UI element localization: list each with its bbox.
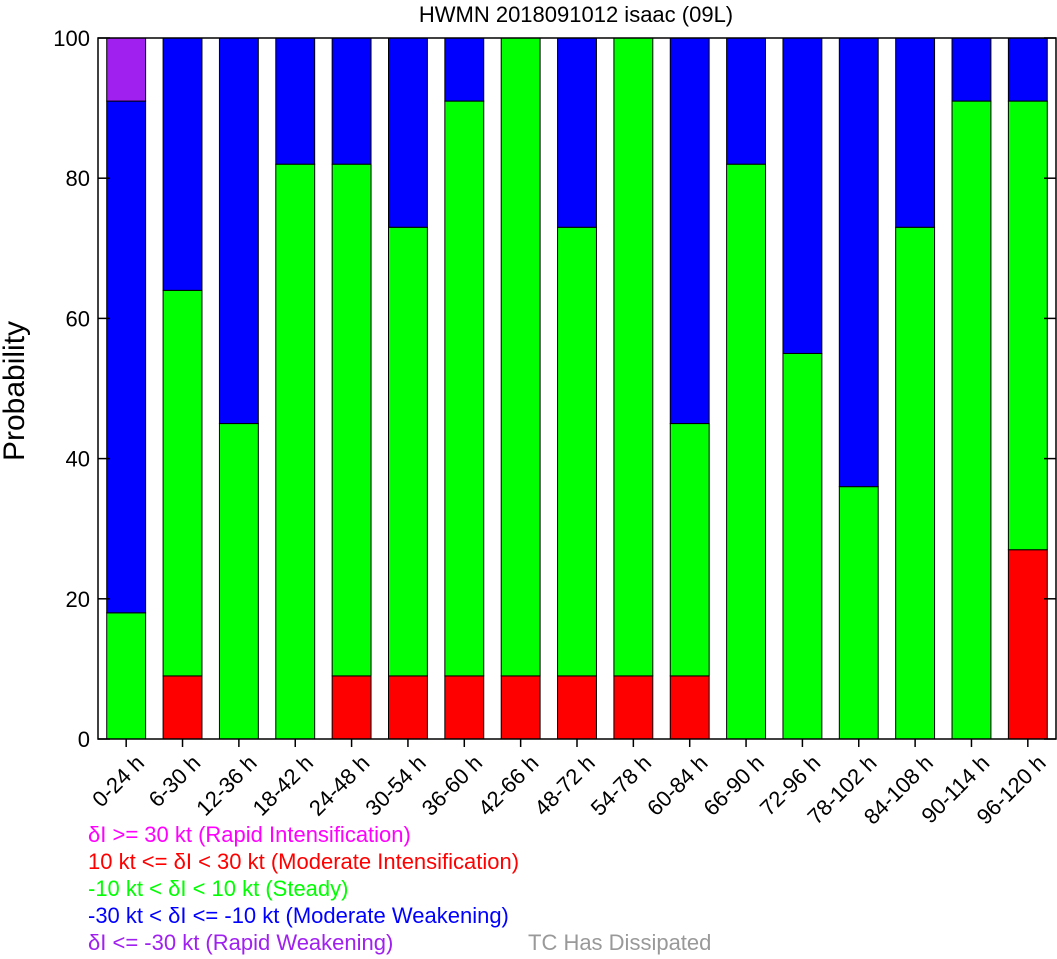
- bar-segment-mi: [613, 675, 654, 740]
- x-tick-label: 0-24 h: [87, 750, 149, 812]
- bar-segment-mw: [557, 37, 597, 228]
- bar-segment-steady: [275, 163, 316, 740]
- bar-segment-mi: [557, 675, 597, 740]
- bar-segment-mw: [782, 37, 823, 354]
- bar-segment-mw: [331, 37, 372, 165]
- bar-segment-mi: [444, 675, 485, 740]
- bar-segment-mw: [388, 37, 428, 228]
- x-tick-label: 48-72 h: [529, 750, 599, 820]
- bar-segment-steady: [895, 226, 936, 740]
- y-axis: 0 20 40 60 80 100: [53, 26, 1056, 752]
- legend-entry-dissipated: TC Has Dissipated: [528, 930, 711, 955]
- y-tick-label: 80: [66, 166, 90, 191]
- x-tick-label: 24-48 h: [304, 750, 374, 820]
- bars-group: [106, 37, 1048, 740]
- bar-segment-mi: [331, 675, 372, 740]
- legend-entry-rapid-intensification: δI >= 30 kt (Rapid Intensification): [88, 822, 411, 847]
- x-axis: 0-24 h6-30 h12-36 h18-42 h24-48 h30-54 h…: [87, 739, 1051, 829]
- bar-segment-steady: [557, 226, 597, 677]
- bar-segment-steady: [162, 289, 203, 677]
- bar-segment-steady: [951, 100, 992, 740]
- bar-segment-steady: [782, 352, 823, 740]
- bar-segment-mi: [669, 675, 710, 740]
- bar-segment-mw: [106, 100, 147, 614]
- y-tick-label: 40: [66, 447, 90, 472]
- bar-segment-steady: [444, 100, 485, 677]
- bar-segment-steady: [669, 423, 710, 677]
- bar-segment-mw: [162, 37, 203, 291]
- bar-segment-steady: [613, 37, 654, 677]
- legend-entry-moderate-intensification: 10 kt <= δI < 30 kt (Moderate Intensific…: [88, 849, 519, 874]
- bar-segment-mw: [726, 37, 766, 165]
- x-tick-label: 30-54 h: [360, 750, 430, 820]
- legend-entry-rapid-weakening: δI <= -30 kt (Rapid Weakening): [88, 930, 393, 955]
- legend-entry-steady: -10 kt < δI < 10 kt (Steady): [88, 876, 348, 901]
- bar-segment-steady: [331, 163, 372, 677]
- x-tick-label: 66-90 h: [698, 750, 768, 820]
- bar-segment-steady: [106, 612, 147, 740]
- y-tick-label: 0: [78, 727, 90, 752]
- y-tick-label: 100: [53, 26, 90, 51]
- bar-segment-steady: [1007, 100, 1048, 551]
- bar-segment-rw: [106, 37, 147, 102]
- y-tick-label: 20: [66, 587, 90, 612]
- x-tick-label: 54-78 h: [586, 750, 656, 820]
- y-axis-label: Probability: [0, 321, 31, 461]
- bar-segment-steady: [838, 486, 879, 740]
- bar-segment-mw: [444, 37, 485, 102]
- x-tick-label: 12-36 h: [191, 750, 261, 820]
- bar-segment-steady: [726, 163, 766, 740]
- legend-entry-moderate-weakening: -30 kt < δI <= -10 kt (Moderate Weakenin…: [88, 903, 509, 928]
- bar-segment-mw: [218, 37, 259, 425]
- bar-segment-mi: [162, 675, 203, 740]
- legend: δI >= 30 kt (Rapid Intensification) 10 k…: [88, 822, 711, 955]
- x-tick-label: 36-60 h: [417, 750, 487, 820]
- bar-segment-mi: [500, 675, 541, 740]
- bar-segment-mw: [1007, 37, 1048, 102]
- chart-title: HWMN 2018091012 isaac (09L): [419, 2, 733, 27]
- bar-segment-steady: [388, 226, 428, 677]
- bar-segment-mw: [951, 37, 992, 102]
- bar-segment-mw: [669, 37, 710, 425]
- bar-segment-mi: [1007, 549, 1048, 740]
- bar-segment-steady: [218, 423, 259, 740]
- bar-segment-mi: [388, 675, 428, 740]
- bar-segment-mw: [895, 37, 936, 228]
- x-tick-label: 18-42 h: [248, 750, 318, 820]
- x-tick-label: 42-66 h: [473, 750, 543, 820]
- bar-segment-mw: [275, 37, 316, 165]
- x-tick-label: 60-84 h: [642, 750, 712, 820]
- bar-segment-mw: [838, 37, 879, 488]
- y-tick-label: 60: [66, 306, 90, 331]
- bar-segment-steady: [500, 37, 541, 677]
